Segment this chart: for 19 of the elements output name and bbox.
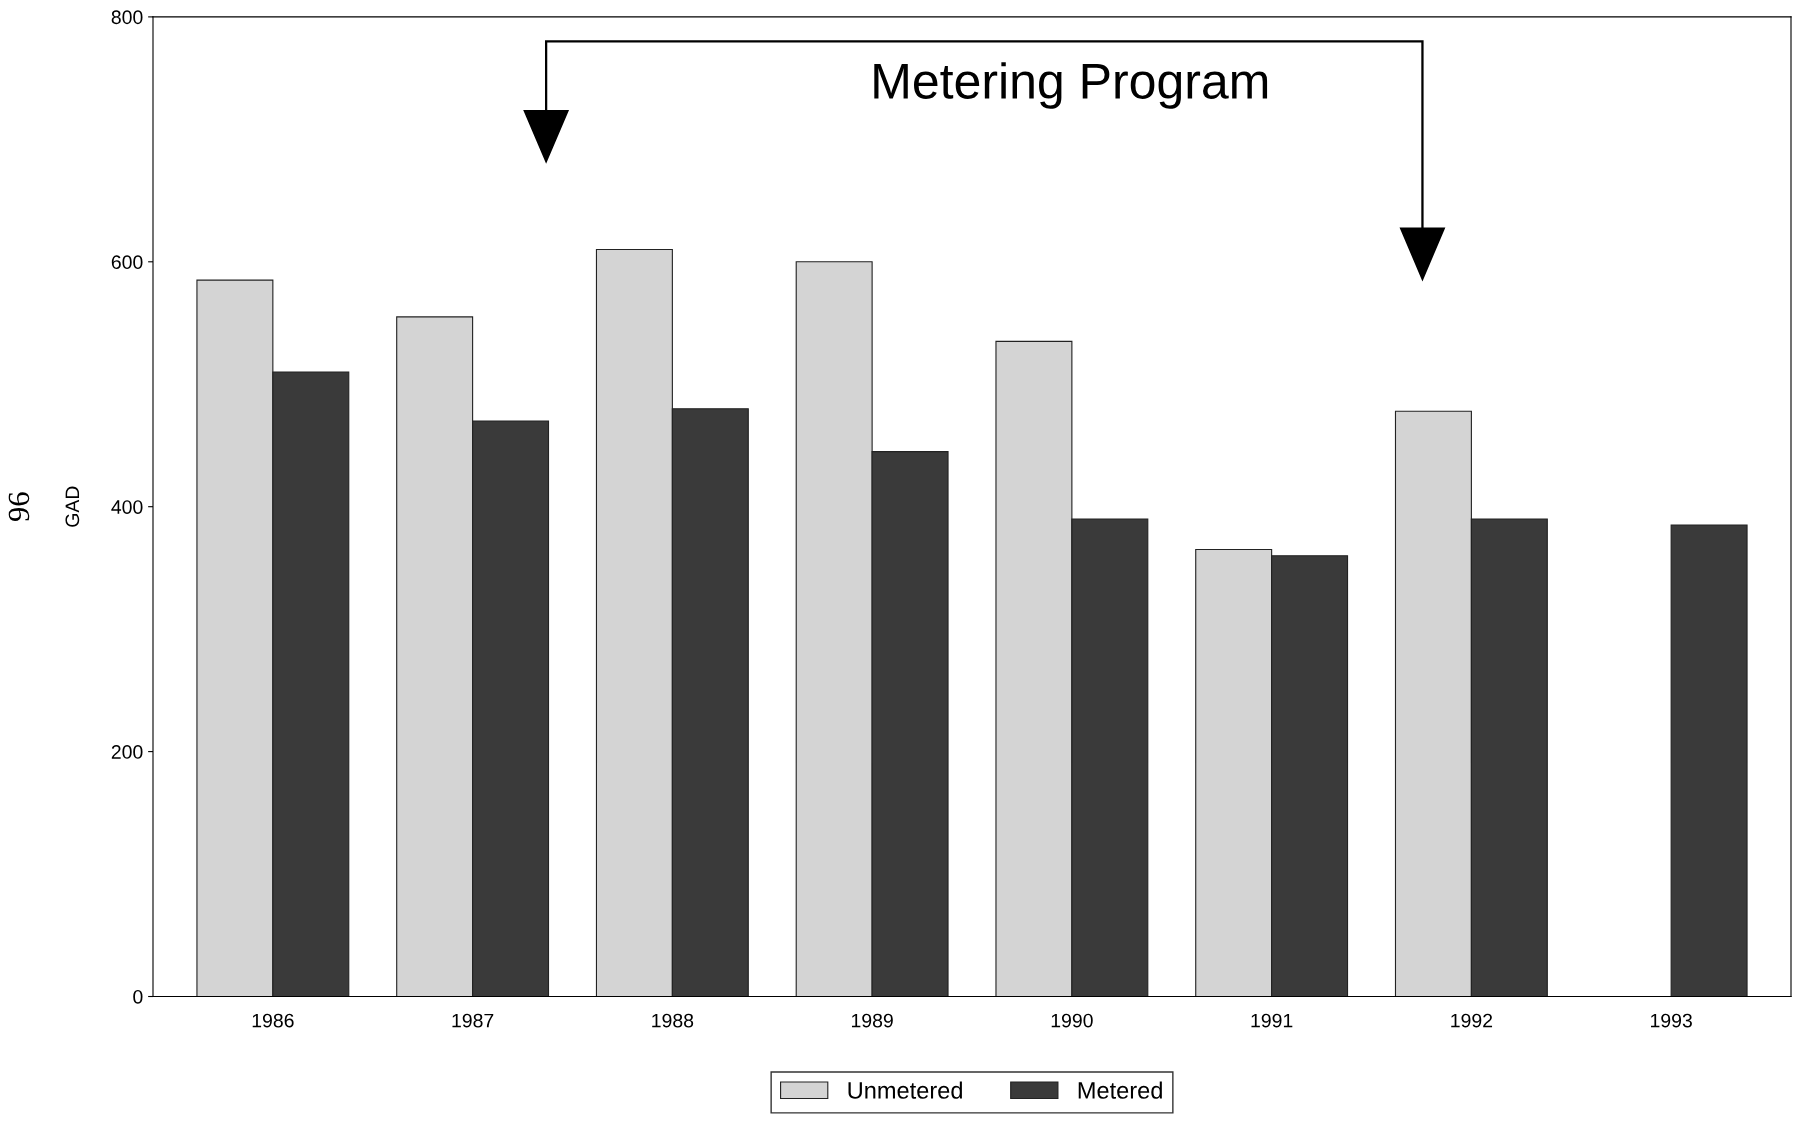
- bar: [1670, 524, 1748, 997]
- x-tick-label: 1989: [851, 1013, 893, 1028]
- y-tick-label: 400: [111, 500, 143, 514]
- x-tick-label: 1991: [1251, 1013, 1293, 1028]
- x-tick-label: 1990: [1051, 1013, 1093, 1028]
- x-tick-label: 1988: [652, 1013, 694, 1028]
- x-tick-label: 1986: [252, 1013, 294, 1028]
- y-tick-label: 200: [111, 745, 143, 759]
- y-tick-label: 800: [111, 10, 143, 25]
- legend-label: Metered: [1078, 1081, 1162, 1099]
- x-tick-label: 1993: [1651, 1013, 1692, 1028]
- y-tick-label: 600: [111, 255, 143, 270]
- x-tick-label: 1987: [452, 1013, 494, 1028]
- legend-label: Unmetered: [848, 1081, 962, 1099]
- y-tick-label: 0: [133, 989, 143, 1004]
- x-tick-label: 1992: [1451, 1013, 1493, 1028]
- y-axis-title: GAD: [65, 486, 80, 527]
- annotation: Metering Program: [874, 62, 1268, 109]
- text: 96: [8, 492, 30, 521]
